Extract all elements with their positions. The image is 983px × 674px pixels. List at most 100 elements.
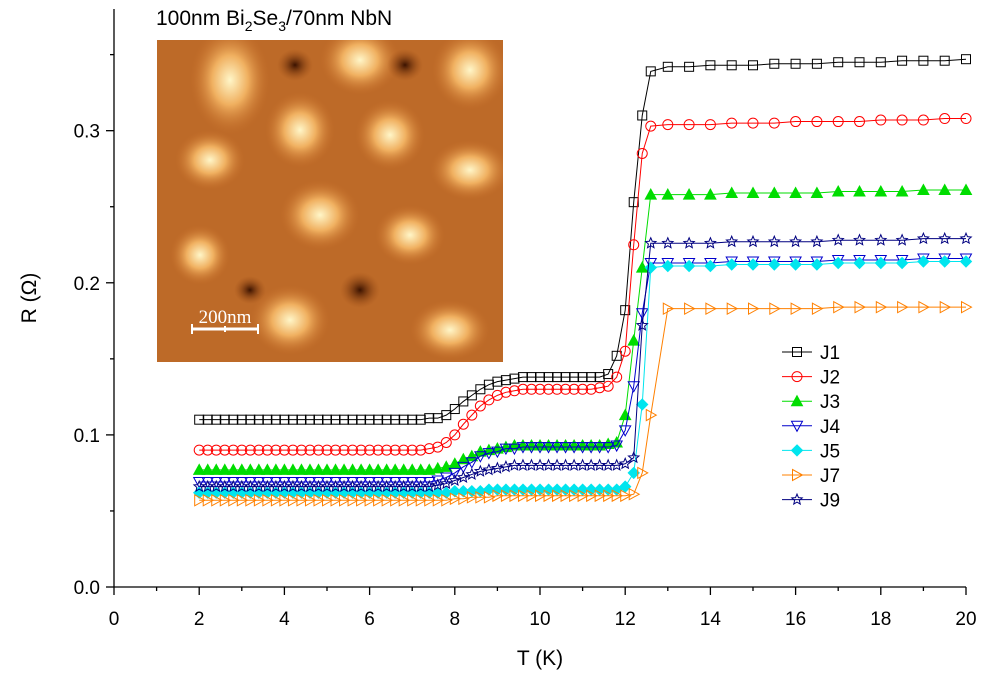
- marker: [278, 444, 290, 456]
- marker: [373, 493, 385, 507]
- marker: [683, 119, 695, 131]
- marker: [456, 461, 470, 474]
- marker: [938, 231, 952, 245]
- marker: [312, 463, 325, 475]
- marker: [875, 300, 888, 314]
- legend-label: J1: [820, 343, 840, 364]
- marker: [790, 58, 801, 69]
- marker: [550, 442, 564, 454]
- marker: [192, 479, 206, 493]
- marker: [330, 493, 343, 507]
- marker: [458, 396, 469, 407]
- marker: [286, 477, 300, 489]
- marker: [576, 442, 589, 454]
- marker: [875, 114, 887, 126]
- marker: [961, 300, 973, 314]
- marker: [482, 448, 496, 460]
- marker: [767, 234, 781, 248]
- marker: [602, 380, 614, 392]
- marker: [644, 188, 658, 200]
- marker: [312, 477, 325, 489]
- marker: [644, 258, 658, 270]
- marker: [337, 463, 351, 475]
- marker: [303, 479, 317, 493]
- marker: [253, 493, 266, 507]
- marker: [620, 305, 631, 316]
- marker: [726, 60, 737, 71]
- marker: [811, 302, 824, 315]
- inset-image: 200nm: [157, 40, 503, 362]
- marker: [704, 119, 716, 131]
- marker: [601, 442, 615, 454]
- marker: [380, 463, 393, 475]
- marker: [577, 383, 589, 395]
- marker: [270, 444, 282, 456]
- marker: [262, 493, 274, 507]
- marker: [576, 458, 590, 471]
- marker: [491, 483, 504, 496]
- marker: [329, 479, 342, 493]
- marker: [440, 437, 452, 448]
- marker: [226, 477, 240, 489]
- marker: [682, 188, 696, 200]
- marker: [576, 483, 589, 496]
- marker: [363, 463, 376, 475]
- marker: [585, 383, 597, 395]
- marker: [662, 119, 674, 131]
- marker: [790, 492, 804, 506]
- marker: [346, 479, 360, 493]
- marker: [516, 483, 530, 496]
- marker: [628, 487, 641, 501]
- marker: [380, 477, 393, 489]
- marker: [278, 463, 291, 475]
- marker: [286, 479, 300, 493]
- marker: [312, 479, 325, 493]
- marker: [789, 186, 802, 199]
- marker: [567, 442, 581, 454]
- marker: [917, 255, 930, 268]
- marker: [611, 489, 624, 503]
- marker: [916, 231, 930, 245]
- marker: [645, 120, 657, 132]
- marker: [618, 456, 632, 470]
- marker: [209, 463, 223, 475]
- y-axis-label: R (Ω): [18, 273, 41, 324]
- marker: [483, 394, 495, 406]
- marker: [380, 479, 394, 493]
- marker: [278, 477, 291, 489]
- marker: [525, 483, 538, 496]
- marker: [415, 493, 428, 507]
- marker: [594, 489, 607, 503]
- marker: [313, 493, 326, 507]
- marker: [854, 57, 865, 68]
- marker: [618, 425, 632, 437]
- x-tick-label: 16: [785, 609, 806, 630]
- x-tick-label: 8: [450, 609, 461, 630]
- marker: [726, 302, 739, 315]
- marker: [432, 493, 445, 507]
- y-tick-label: 0.3: [74, 122, 100, 143]
- marker: [533, 483, 547, 496]
- marker: [542, 442, 555, 454]
- marker: [517, 383, 529, 395]
- marker: [449, 429, 461, 441]
- marker: [320, 463, 334, 475]
- marker: [767, 186, 781, 199]
- marker: [269, 479, 283, 493]
- marker: [304, 493, 317, 507]
- annotation-part: 3: [278, 18, 286, 34]
- marker: [790, 394, 804, 407]
- marker: [584, 458, 598, 471]
- marker: [371, 463, 385, 475]
- marker: [895, 184, 909, 197]
- marker: [364, 493, 377, 507]
- marker: [456, 470, 470, 483]
- marker: [611, 350, 622, 361]
- marker: [261, 444, 273, 456]
- marker: [492, 489, 504, 503]
- marker: [449, 492, 462, 506]
- marker: [193, 444, 205, 456]
- marker: [269, 477, 283, 489]
- marker: [499, 460, 513, 473]
- marker: [346, 463, 359, 475]
